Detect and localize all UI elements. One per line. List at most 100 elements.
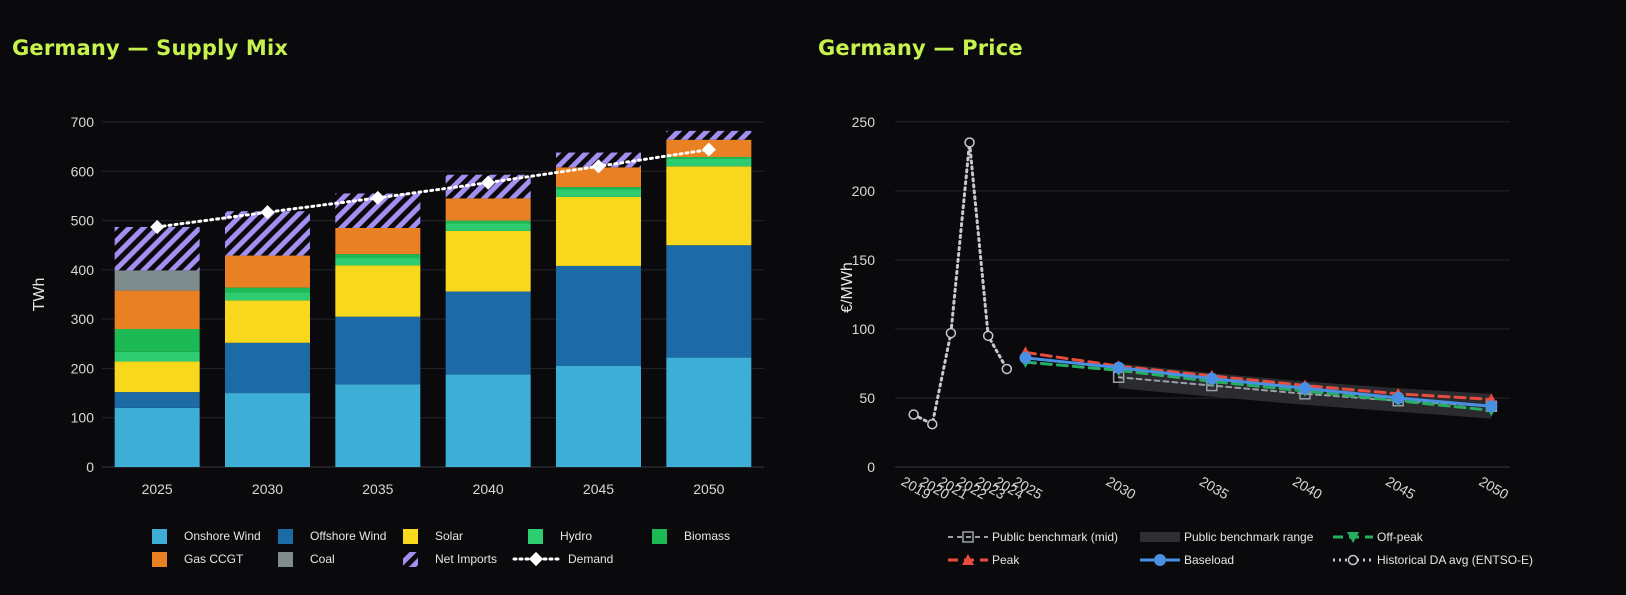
bar-segment-gas — [445, 198, 531, 221]
x-tick-label: 2030 — [1104, 473, 1139, 503]
legend-label: Net Imports — [435, 552, 497, 566]
demand-marker — [701, 142, 716, 157]
bar-segment-imports — [114, 226, 200, 271]
supply-mix-chart: 0 100 200 300 400 500 600 700 TWh 2025 2030 2035 204… — [31, 114, 764, 567]
y-tick-label: 500 — [71, 213, 95, 229]
line-baseload — [1023, 356, 1493, 408]
legend-swatch-imports — [403, 552, 418, 567]
legend-label: Peak — [992, 553, 1020, 567]
legend-label: Offshore Wind — [310, 529, 386, 543]
demand-marker — [260, 205, 275, 220]
x-tick-label: 2040 — [473, 481, 504, 497]
x-tick-label: 2045 — [1383, 473, 1418, 503]
marker-hist — [982, 330, 994, 342]
legend-swatch-coal — [278, 552, 293, 567]
bar-segment-hydro — [114, 351, 200, 362]
marker-hist — [964, 137, 975, 148]
bar-segment-offshore — [114, 392, 200, 408]
legend-label: Hydro — [560, 529, 592, 543]
bar-segment-onshore — [666, 357, 752, 467]
bar-segment-onshore — [335, 384, 421, 467]
bar-segment-onshore — [556, 365, 641, 467]
x-tick-label: 2045 — [583, 481, 614, 497]
legend-marker-baseload — [1154, 554, 1166, 566]
bar-segment-biomass — [225, 287, 310, 293]
supply-mix-title: Germany — Supply Mix — [12, 36, 289, 60]
bar-segment-hydro — [335, 258, 421, 266]
x-tick-label: 2050 — [1476, 473, 1511, 503]
marker-hist — [1001, 363, 1013, 375]
y-tick-label: 100 — [71, 410, 95, 426]
legend-label: Public benchmark (mid) — [992, 530, 1118, 544]
x-tick-label: 2050 — [693, 481, 724, 497]
marker-baseload — [1112, 361, 1125, 374]
marker-baseload — [1299, 382, 1311, 395]
marker-baseload — [1205, 372, 1218, 385]
bar-segment-biomass — [666, 156, 752, 159]
bar-segment-solar — [556, 196, 641, 266]
legend-label: Off-peak — [1377, 530, 1424, 544]
bar-segment-onshore — [445, 374, 531, 467]
legend-label: Baseload — [1184, 553, 1234, 567]
demand-marker — [150, 219, 165, 235]
legend-swatch-gas — [152, 552, 167, 567]
marker-baseload — [1392, 391, 1405, 404]
y-tick-label: 250 — [852, 114, 876, 130]
bar-segment-solar — [335, 265, 421, 317]
bar-segment-solar — [666, 166, 752, 246]
bar-segment-biomass — [114, 329, 200, 352]
y-axis-title: €/MWh — [839, 262, 856, 313]
y-tick-label: 100 — [852, 321, 876, 337]
bar-segment-gas — [556, 167, 641, 188]
marker-baseload — [1485, 400, 1498, 413]
legend-swatch-solar — [403, 529, 418, 544]
marker-hist — [945, 327, 957, 339]
y-tick-label: 400 — [71, 262, 95, 278]
line-peak — [1023, 350, 1493, 401]
bar-segment-hydro — [225, 292, 310, 301]
legend-marker-hist — [1347, 554, 1359, 566]
bar-segment-offshore — [225, 342, 310, 394]
x-tick-label: 2035 — [362, 481, 393, 497]
legend-swatch-offshore — [278, 529, 293, 544]
price-chart: 050100150200250€/MWh20192020202120222023… — [839, 114, 1533, 567]
bar-segment-gas — [335, 227, 421, 255]
demand-marker — [481, 175, 496, 190]
x-tick-label: 2035 — [1197, 473, 1232, 503]
bar-segment-solar — [445, 230, 531, 292]
y-tick-label: 200 — [852, 183, 876, 199]
marker-baseload — [1019, 351, 1032, 364]
bar-segment-onshore — [225, 393, 310, 467]
bar-segment-biomass — [556, 187, 641, 190]
y-tick-label: 150 — [852, 252, 876, 268]
legend-swatch-onshore — [152, 529, 167, 544]
legend-marker-offpeak — [1347, 532, 1359, 543]
bar-segment-gas — [225, 255, 310, 288]
bar-segment-coal — [114, 270, 200, 291]
bar-segment-solar — [114, 361, 200, 393]
bar-segment-imports — [666, 130, 752, 140]
bar-segment-solar — [225, 300, 310, 343]
legend-marker-bench — [962, 531, 974, 543]
legend-label: Gas CCGT — [184, 552, 244, 566]
bar-segment-offshore — [445, 291, 531, 375]
bar-segment-hydro — [445, 223, 531, 231]
legend-label: Solar — [435, 529, 463, 543]
marker-hist — [908, 409, 919, 420]
y-tick-label: 50 — [859, 390, 875, 406]
line-hist — [912, 142, 1009, 427]
bar-segment-offshore — [556, 265, 641, 366]
bar-segment-biomass — [445, 220, 531, 224]
price-title: Germany — Price — [818, 36, 1023, 60]
marker-hist — [927, 418, 938, 430]
bar-segment-gas — [114, 290, 200, 329]
line-offpeak — [1023, 360, 1493, 412]
y-tick-label: 200 — [71, 360, 95, 376]
legend-swatch-range — [1140, 532, 1180, 542]
legend-marker-peak — [962, 554, 974, 565]
y-tick-label: 0 — [867, 459, 875, 475]
legend-label: Historical DA avg (ENTSO-E) — [1377, 553, 1533, 567]
y-tick-label: 0 — [86, 459, 94, 475]
y-tick-label: 700 — [71, 114, 95, 130]
